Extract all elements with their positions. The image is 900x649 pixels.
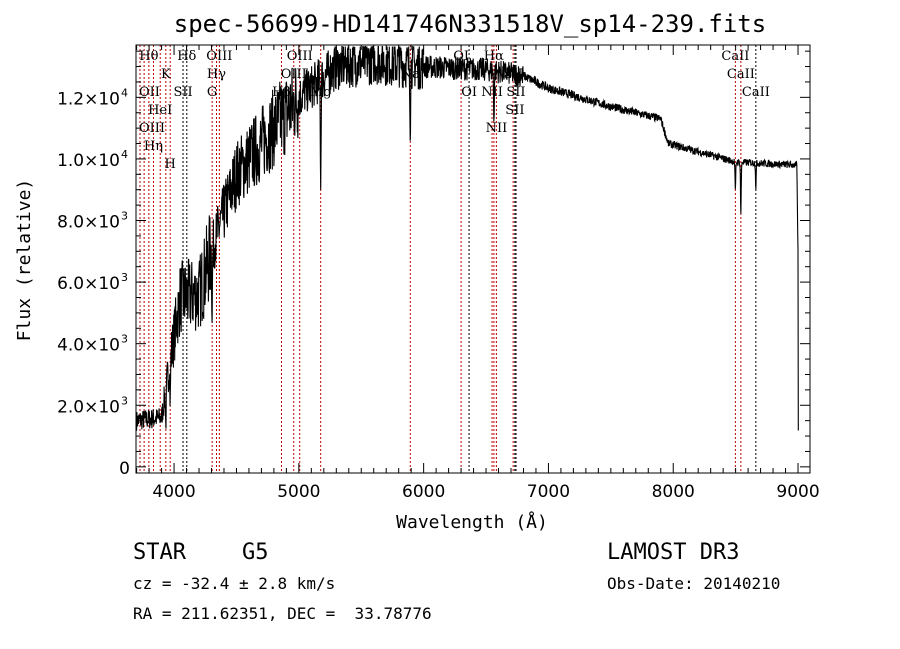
y-tick-exponent: 3 [121, 271, 128, 284]
x-tick-label: 6000 [402, 482, 445, 502]
x-tick-label: 4000 [152, 482, 195, 502]
spectral-line-label: HeI [148, 103, 172, 118]
spectral-line-label: OIII [139, 121, 165, 136]
spectral-line-label: Mg [310, 85, 332, 100]
spectral-line-label: OI [453, 49, 469, 64]
spectral-line-label: SII [506, 85, 525, 100]
spectral-line-label: Na [401, 67, 420, 82]
y-tick-exponent: 4 [121, 148, 128, 161]
spectral-line-label: OIII [206, 49, 232, 64]
spectral-line-label: OI [461, 85, 477, 100]
spectral-line-label: K [161, 67, 171, 82]
object-class: STAR [133, 540, 186, 565]
x-axis-label: Wavelength (Å) [396, 511, 548, 533]
spectral-line-label: CaII [727, 67, 755, 82]
y-axis-label: Flux (relative) [14, 179, 35, 342]
spectral-line-label: Hβ [272, 85, 291, 100]
y-tick-label: 6.0×10 [57, 274, 120, 294]
redshift-text: cz = -32.4 ± 2.8 km/s [133, 574, 336, 593]
y-tick-exponent: 4 [121, 86, 128, 99]
x-tick-label: 5000 [277, 482, 320, 502]
object-subclass: G5 [242, 540, 269, 565]
spectral-line-label: Hγ [207, 67, 226, 82]
spectral-line-label: CaII [721, 49, 749, 64]
spectral-line-label: Hη [144, 139, 163, 154]
spectral-line-label: SII [505, 103, 524, 118]
survey-label: LAMOST DR3 [607, 540, 740, 565]
y-tick-label: 1.2×10 [57, 89, 120, 109]
y-tick-label: 1.0×10 [57, 151, 120, 171]
spectrum-line [136, 45, 799, 431]
y-tick-exponent: 3 [121, 333, 128, 346]
x-tick-label: 7000 [527, 482, 570, 502]
y-tick-label: 8.0×10 [57, 213, 120, 233]
spectral-line-label: NII [486, 121, 508, 136]
spectral-line-label: NII [481, 85, 503, 100]
y-tick-exponent: 3 [121, 394, 128, 407]
spectral-line-label: CaII [742, 85, 770, 100]
spectral-line-label: Hδ [177, 49, 196, 64]
ra-dec: RA = 211.62351, DEC = 33.78776 [133, 604, 432, 623]
chart-title: spec-56699-HD141746N331518V_sp14-239.fit… [174, 10, 766, 38]
y-tick-label: 4.0×10 [57, 336, 120, 356]
spectral-line-label: OIII [281, 67, 307, 82]
plot-frame [135, 44, 811, 474]
spectral-line-label: Hθ [139, 49, 158, 64]
obs-date: Obs-Date: 20140210 [607, 574, 781, 593]
y-tick-label: 2.0×10 [57, 397, 120, 417]
spectral-line-label: G [207, 85, 217, 100]
spectral-line-label: H [165, 157, 176, 172]
spectral-line-label: OIII [287, 49, 313, 64]
y-tick-exponent: 3 [121, 210, 128, 223]
spectral-line-label: SII [504, 67, 523, 82]
y-tick-label: 0 [119, 459, 130, 479]
spectral-line-label: SII [174, 85, 193, 100]
x-tick-label: 9000 [776, 482, 819, 502]
spectral-line-label: Hα [484, 49, 504, 64]
spectral-line-label: OII [139, 85, 160, 100]
x-tick-label: 8000 [652, 482, 695, 502]
